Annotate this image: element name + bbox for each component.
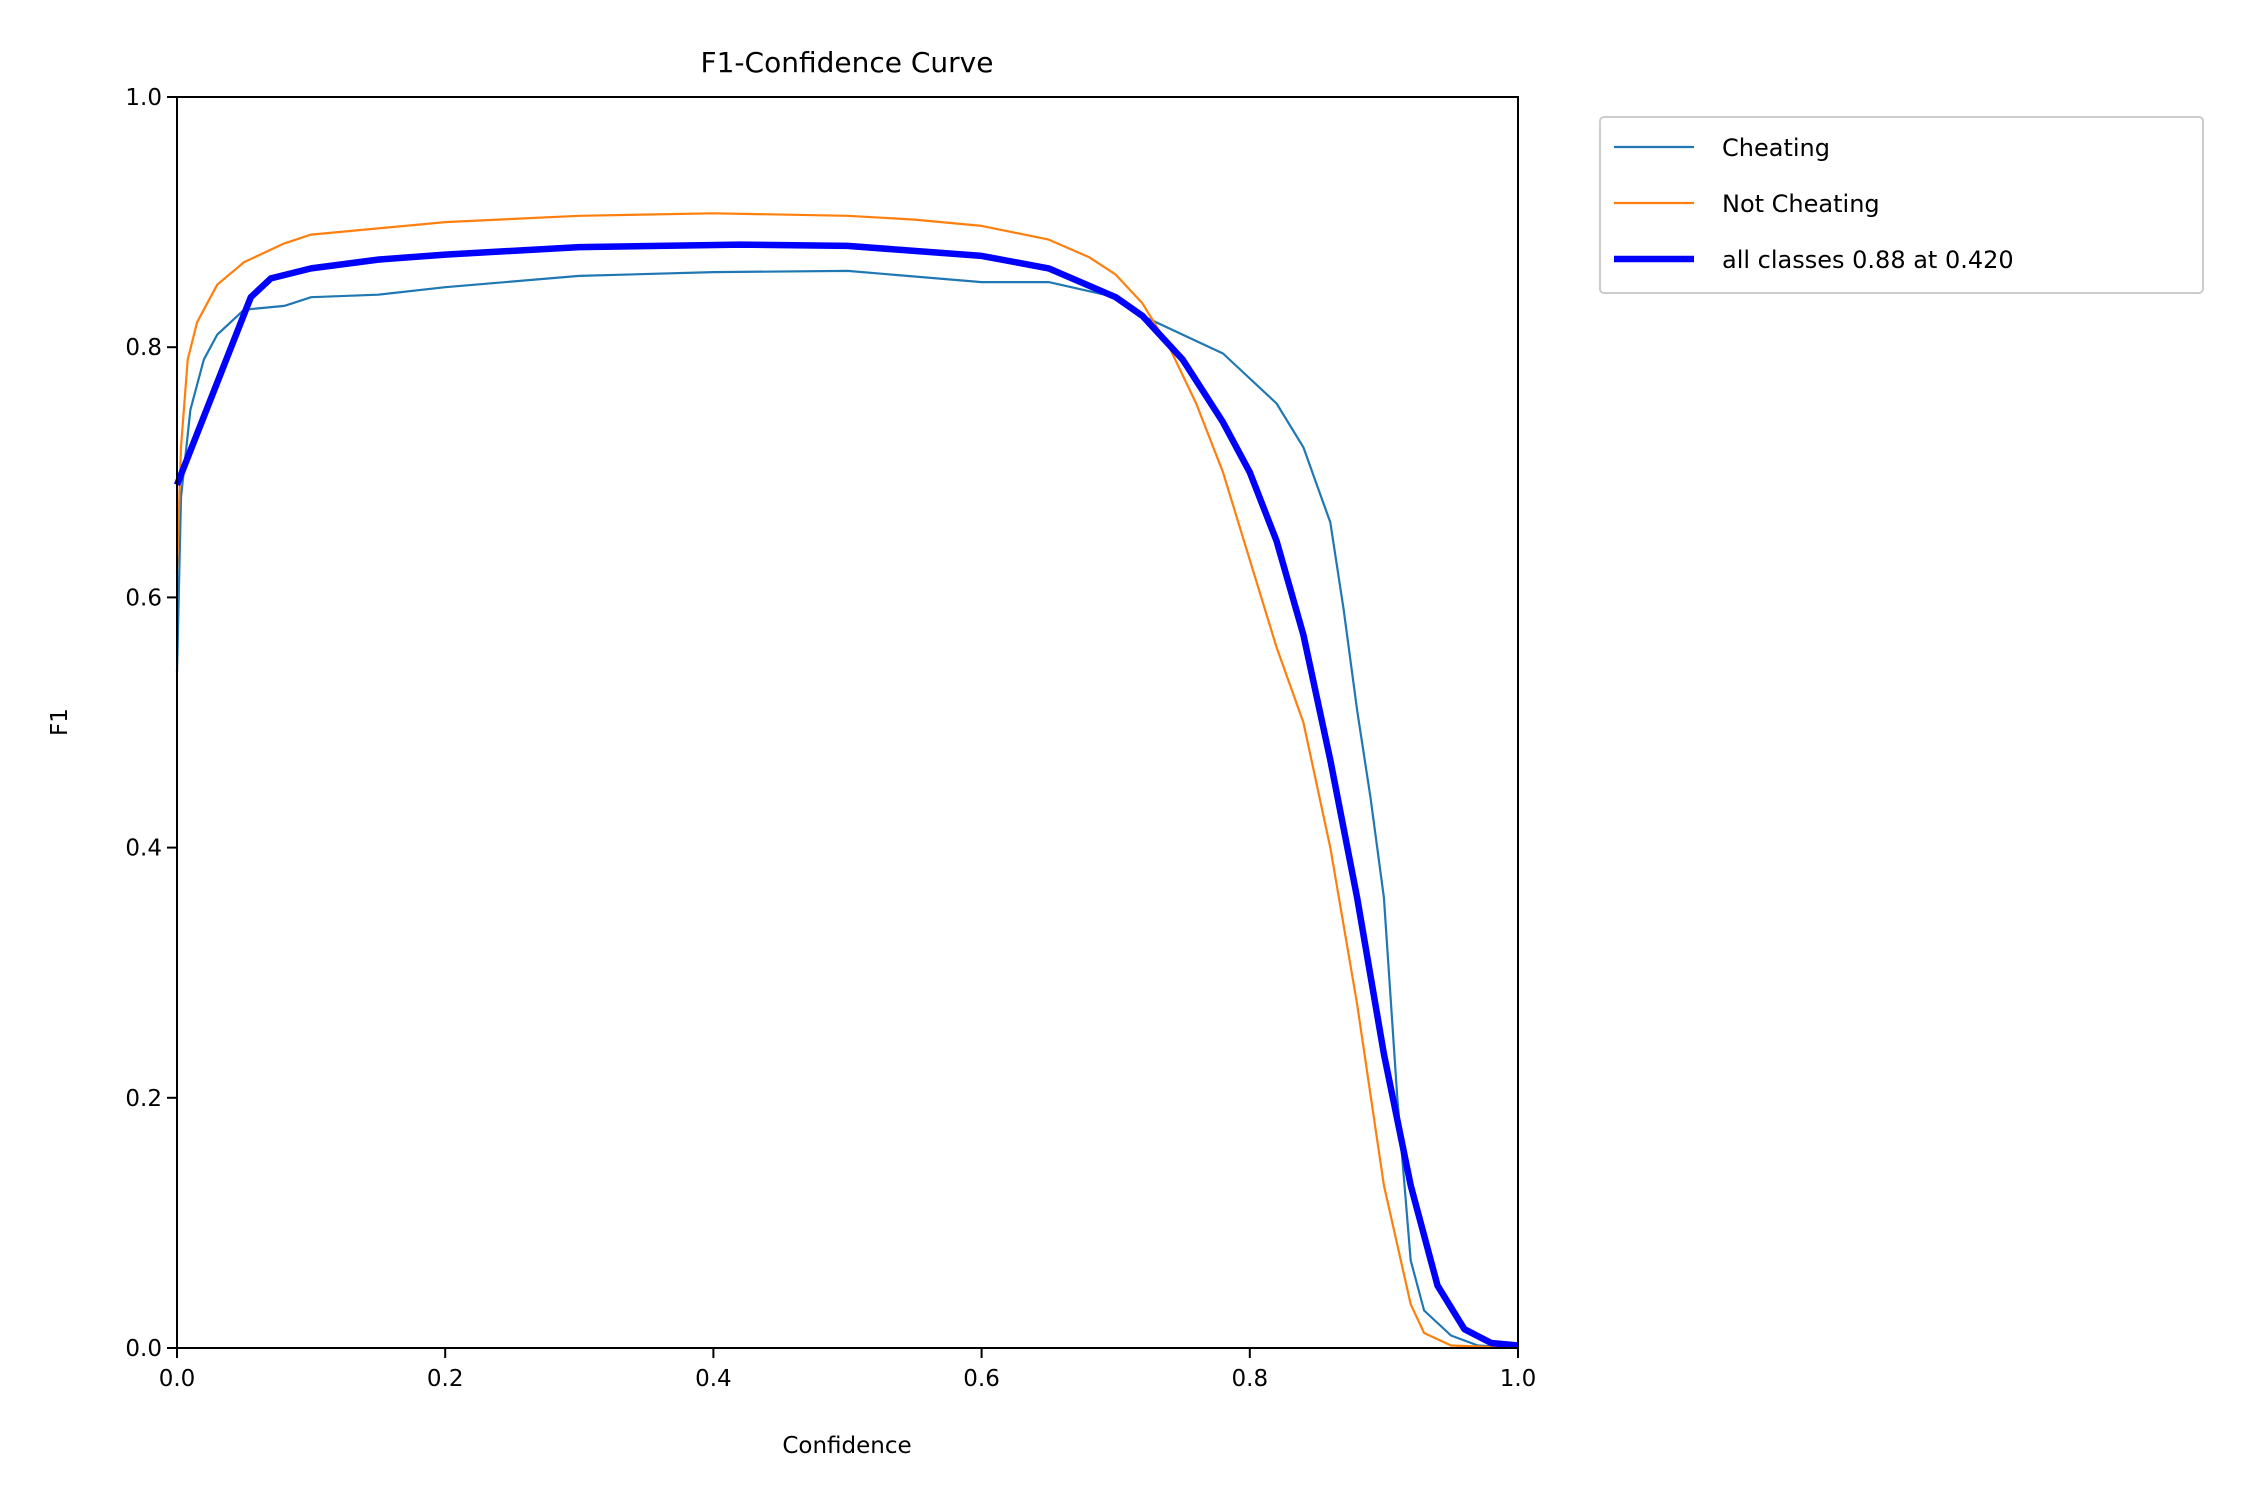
x-tick-label: 0.8 (1232, 1366, 1269, 1392)
y-tick-label: 1.0 (125, 85, 162, 111)
ticks-layer: 0.0 0.2 0.4 0.6 0.8 1.0 0.0 0.2 0.4 0.6 0.8 1.0 (125, 85, 1536, 1392)
legend-label: Not Cheating (1722, 190, 1880, 218)
x-axis-label: Confidence (782, 1433, 911, 1459)
x-tick-label: 0.4 (695, 1366, 732, 1392)
x-tick-label: 0.6 (963, 1366, 1000, 1392)
series-line-all-classes-0-88-at-0-420 (173, 241, 1519, 1349)
y-tick-label: 0.4 (125, 836, 162, 862)
chart-title: F1-Confidence Curve (701, 46, 994, 79)
y-tick-label: 0.8 (125, 335, 162, 361)
y-axis-label: F1 (47, 708, 73, 736)
legend: Cheating Not Cheating all classes 0.88 at … (1599, 116, 2204, 294)
legend-box (1599, 116, 2204, 294)
y-tick-label: 0.6 (125, 585, 162, 611)
y-tick-label: 0.0 (125, 1336, 162, 1362)
series-layer (173, 212, 1519, 1350)
y-tick-label: 0.2 (125, 1086, 162, 1112)
x-tick-label: 1.0 (1500, 1366, 1537, 1392)
legend-label: all classes 0.88 at 0.420 (1722, 246, 2014, 274)
x-tick-label: 0.2 (427, 1366, 464, 1392)
plot-frame (176, 96, 1519, 1349)
series-line-cheating (175, 269, 1519, 1350)
legend-label: Cheating (1722, 134, 1830, 162)
x-tick-label: 0.0 (159, 1366, 196, 1392)
series-line-not-cheating (175, 212, 1519, 1350)
